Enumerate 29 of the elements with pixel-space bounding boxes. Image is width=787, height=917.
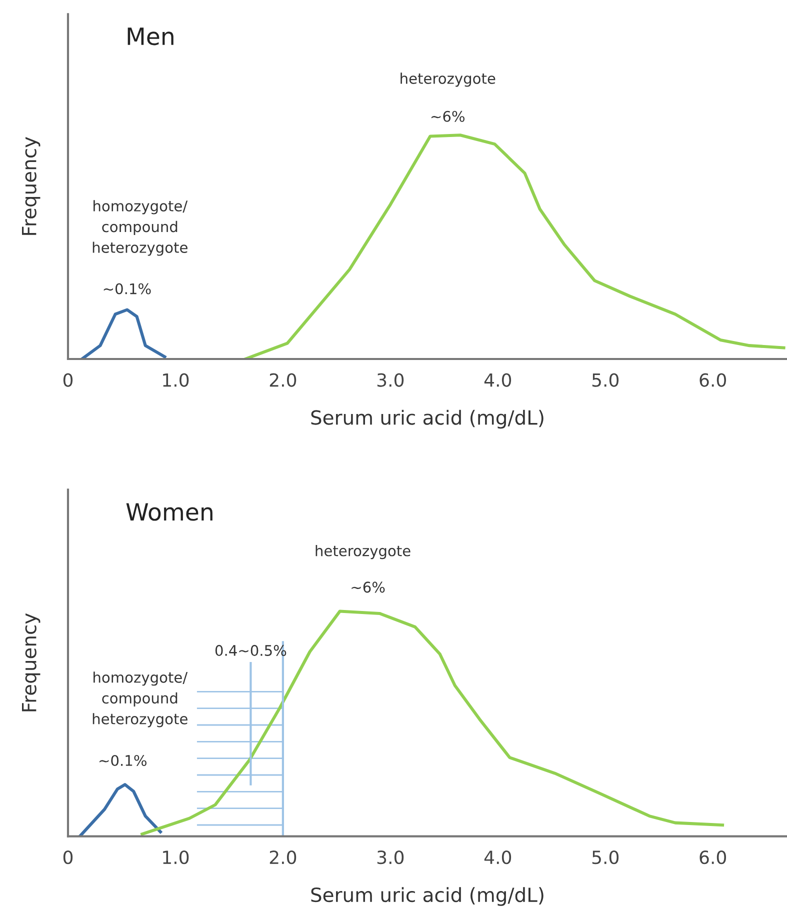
x-axis-title: Serum uric acid (mg/dL)	[311, 410, 544, 429]
x-tick-label: 3.0	[377, 373, 404, 387]
x-tick-label: 6.0	[700, 850, 726, 864]
x-tick-label: 0	[63, 850, 73, 864]
chart-title: Women	[126, 503, 212, 521]
x-axis-title: Serum uric acid (mg/dL)	[311, 887, 544, 906]
text: heterozygote	[316, 545, 410, 560]
annotation: ~0.1%	[100, 754, 146, 766]
x-tick-label: 2.0	[270, 373, 296, 387]
annotation: ~0.1%	[104, 283, 151, 294]
x-tick-label: 1.0	[163, 850, 189, 864]
x-tick-label: 6.0	[700, 373, 726, 387]
text: ~6%	[352, 582, 385, 593]
x-tick-label: 4.0	[484, 850, 512, 864]
x-tick-label: 1.0	[163, 373, 189, 387]
x-tick-label: 4.0	[484, 373, 512, 387]
text: heterozygote	[400, 72, 496, 87]
x-tick-label: 2.0	[270, 850, 296, 864]
annotation: homozygote/ compound heterozygote	[92, 200, 188, 256]
x-tick-label: 3.0	[377, 850, 404, 864]
y-axis-title: Frequency	[22, 136, 40, 235]
chart-title: Men	[128, 28, 174, 46]
annotation: homozygote/ compound heterozygote	[92, 672, 188, 728]
text: ~6%	[432, 110, 464, 122]
x-tick-label: 0	[63, 373, 73, 387]
x-tick-label: 5.0	[592, 373, 619, 387]
y-axis-title: Frequency	[22, 613, 40, 712]
band-label: 0.4~0.5%	[215, 644, 286, 656]
x-tick-label: 5.0	[592, 850, 619, 864]
